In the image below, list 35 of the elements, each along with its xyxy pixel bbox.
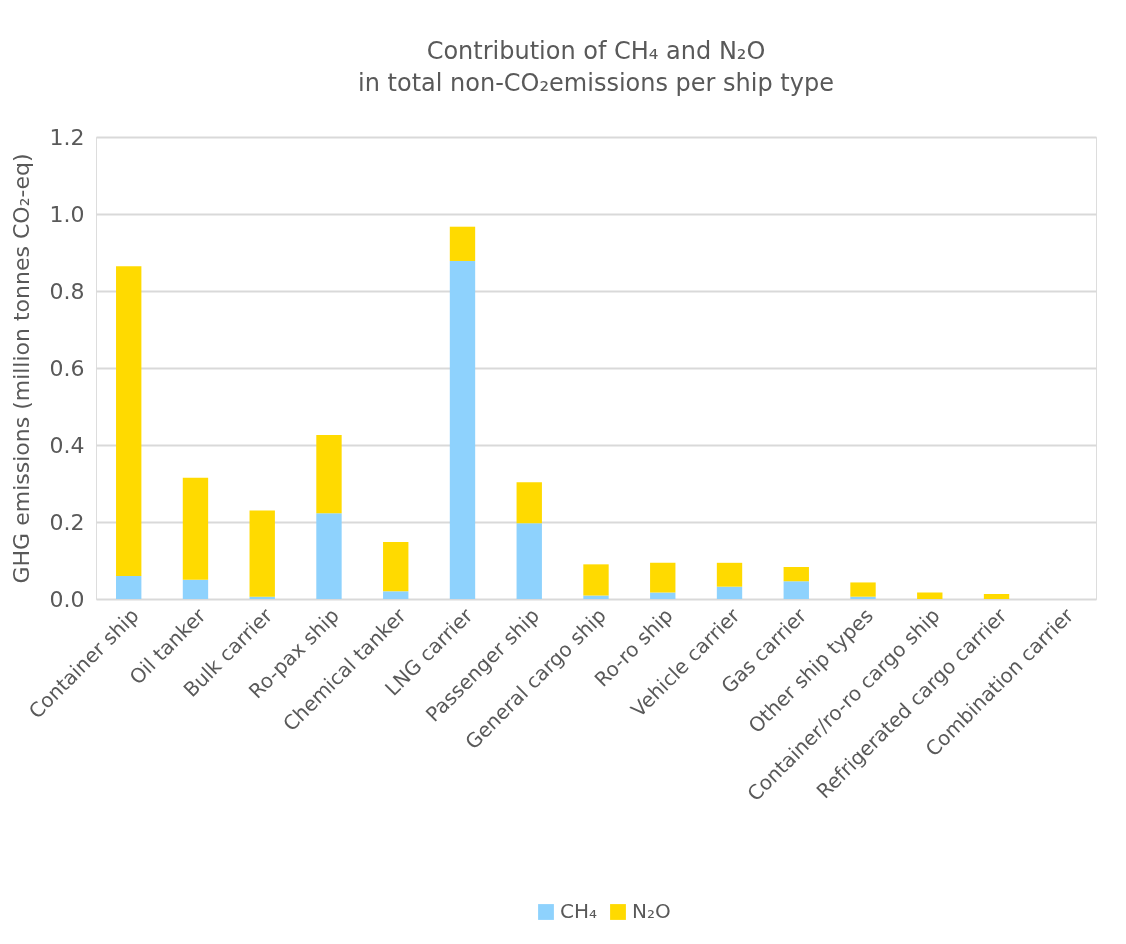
bar — [783, 567, 809, 582]
bar — [316, 513, 342, 599]
legend-label: N₂O — [632, 899, 671, 923]
bar — [850, 582, 876, 597]
y-tick-label: 1.0 — [49, 201, 85, 227]
bar — [516, 482, 542, 524]
bar — [783, 581, 809, 599]
bar — [449, 226, 476, 261]
bar — [917, 592, 943, 599]
bar — [983, 594, 1010, 599]
y-tick-label: 0.8 — [49, 278, 85, 304]
bar — [716, 586, 743, 599]
bar — [583, 564, 609, 596]
bar — [116, 266, 142, 576]
bar — [182, 477, 209, 580]
y-tick-label: 0.0 — [49, 586, 85, 612]
y-tick-label: 0.2 — [49, 509, 85, 535]
bar — [383, 591, 409, 599]
bar — [516, 523, 542, 599]
bar — [316, 434, 342, 514]
legend-label: CH₄ — [560, 899, 598, 923]
bar — [650, 562, 676, 593]
bar — [116, 575, 142, 599]
text: Contribution of CH₄ and N₂O — [426, 37, 766, 65]
y-tick-label: 0.6 — [49, 355, 85, 381]
y-tick-label: 0.4 — [49, 432, 85, 458]
bar — [716, 562, 743, 587]
bar — [383, 542, 409, 592]
bar — [249, 510, 275, 597]
bar — [650, 592, 676, 599]
y-axis-title: GHG emissions (million tonnes CO₂-eq) — [8, 153, 34, 584]
bar — [449, 260, 476, 599]
bar — [182, 579, 209, 599]
y-tick-label: 1.2 — [49, 124, 85, 150]
text: in total non-CO₂emissions per ship type — [358, 69, 834, 97]
